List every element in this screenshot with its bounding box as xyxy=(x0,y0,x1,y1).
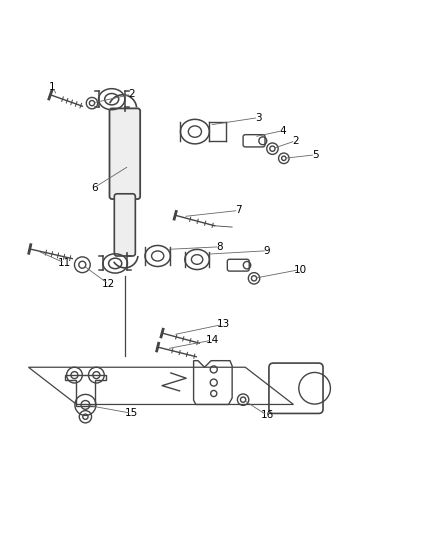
FancyBboxPatch shape xyxy=(114,194,135,256)
Text: 10: 10 xyxy=(293,264,307,274)
Text: 3: 3 xyxy=(255,112,262,123)
Text: 5: 5 xyxy=(312,150,319,160)
Text: 7: 7 xyxy=(235,205,242,215)
Text: 6: 6 xyxy=(91,183,98,192)
Text: 11: 11 xyxy=(58,258,71,268)
Text: 8: 8 xyxy=(216,242,223,252)
Text: 1: 1 xyxy=(49,82,56,92)
Text: 2: 2 xyxy=(128,90,135,99)
Text: 9: 9 xyxy=(264,246,271,256)
Text: 14: 14 xyxy=(206,335,219,345)
Text: 4: 4 xyxy=(279,126,286,136)
FancyBboxPatch shape xyxy=(110,108,140,199)
Text: 13: 13 xyxy=(217,319,230,329)
Text: 16: 16 xyxy=(261,410,274,421)
Text: 2: 2 xyxy=(292,136,299,146)
Text: 15: 15 xyxy=(125,408,138,418)
Text: 12: 12 xyxy=(102,279,115,289)
